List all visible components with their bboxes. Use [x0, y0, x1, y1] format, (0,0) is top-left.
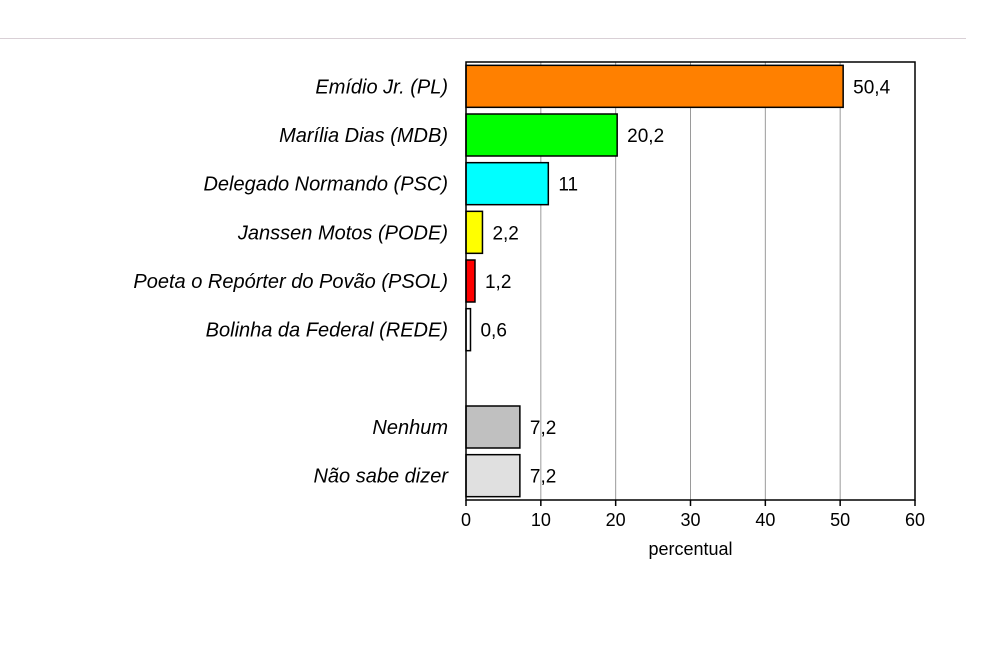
value-label: 1,2 [485, 272, 511, 293]
value-label: 2,2 [492, 223, 518, 244]
category-label: Janssen Motos (PODE) [237, 222, 448, 244]
category-labels: Emídio Jr. (PL) Marília Dias (MDB) Delegad… [133, 76, 449, 487]
value-label: 7,2 [530, 467, 556, 488]
tick-label: 30 [680, 510, 700, 530]
category-label: Poeta o Repórter do Povão (PSOL) [133, 271, 448, 293]
category-label: Bolinha da Federal (REDE) [206, 320, 448, 342]
tick-label: 40 [755, 510, 775, 530]
bar [465, 113, 618, 157]
bar [465, 210, 484, 255]
category-label: Emídio Jr. (PL) [315, 76, 448, 98]
x-axis-title: percentual [648, 539, 732, 559]
value-label: 20,2 [627, 126, 664, 147]
bar [465, 259, 476, 303]
category-label: Nenhum [372, 417, 448, 439]
value-label: 7,2 [530, 418, 556, 439]
top-divider [0, 38, 966, 39]
grid-lines [540, 62, 841, 500]
value-label: 0,6 [480, 321, 506, 342]
category-label: Não sabe dizer [313, 466, 449, 488]
value-label: 50,4 [853, 77, 890, 98]
tick-label: 60 [905, 510, 925, 530]
value-label: 11 [558, 175, 578, 196]
bar [465, 453, 521, 498]
tick-label: 0 [461, 510, 471, 530]
bar [465, 405, 521, 449]
category-label: Marília Dias (MDB) [279, 125, 448, 147]
tick-label: 50 [830, 510, 850, 530]
value-labels: 50,4 20,2 11 2,2 1,2 0,6 7,2 7,2 [480, 77, 890, 487]
bar [465, 64, 844, 109]
category-label: Delegado Normando (PSC) [203, 174, 448, 196]
tick-label: 20 [606, 510, 626, 530]
tick-label: 10 [531, 510, 551, 530]
x-axis-ticks: 0 10 20 30 40 50 60 [461, 500, 925, 530]
bars [465, 64, 844, 498]
bar [465, 161, 550, 206]
